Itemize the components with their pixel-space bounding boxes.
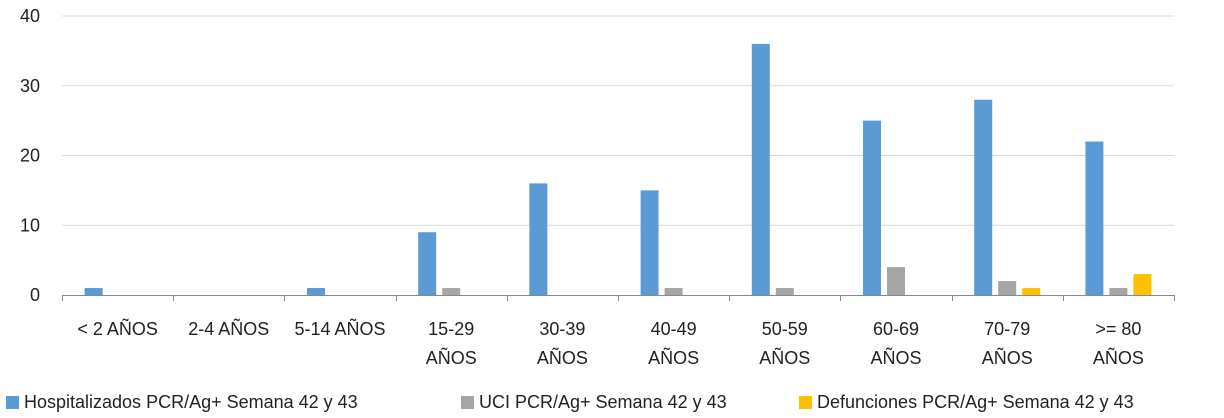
legend-item: UCI PCR/Ag+ Semana 42 y 43 bbox=[461, 392, 727, 413]
x-tick-label: AÑOS bbox=[426, 347, 477, 368]
y-tick-label: 0 bbox=[30, 285, 40, 305]
x-axis-tick-labels: < 2 AÑOS 2-4 AÑOS 5-14 AÑOS 15-29 AÑOS 30-39 A… bbox=[77, 318, 1144, 368]
bar-uci bbox=[998, 281, 1017, 295]
bar-hospitalizados bbox=[863, 120, 881, 295]
x-tick-label: 40-49 bbox=[651, 319, 697, 339]
bar-uci bbox=[775, 288, 794, 295]
bar-hospitalizados bbox=[974, 99, 993, 295]
bar-hospitalizados bbox=[1085, 141, 1104, 295]
legend: Hospitalizados PCR/Ag+ Semana 42 y 43 UCI… bbox=[0, 392, 1224, 416]
legend-label: Defunciones PCR/Ag+ Semana 42 y 43 bbox=[817, 392, 1134, 412]
x-tick-label: 70-79 bbox=[984, 319, 1030, 339]
y-tick-label: 20 bbox=[20, 146, 40, 166]
bars bbox=[84, 43, 1152, 296]
bar-hospitalizados bbox=[751, 43, 770, 296]
x-tick-label: < 2 AÑOS bbox=[77, 318, 158, 339]
x-tick-label: AÑOS bbox=[759, 347, 810, 368]
bar-uci bbox=[887, 267, 905, 295]
x-tick-label: >= 80 bbox=[1095, 319, 1141, 339]
y-tick-label: 40 bbox=[20, 6, 40, 26]
legend-swatch bbox=[6, 396, 19, 409]
x-tick-label: AÑOS bbox=[870, 347, 921, 368]
bar-hospitalizados bbox=[640, 190, 659, 295]
bar-chart: 0 10 20 30 40 < 2 AÑOS 2-4 AÑOS 5-14 AÑOS 15-29… bbox=[20, 6, 1175, 368]
legend-swatch bbox=[461, 396, 474, 409]
x-tick-label: 60-69 bbox=[873, 319, 919, 339]
bar-uci bbox=[1109, 288, 1128, 295]
x-tick-label: AÑOS bbox=[982, 347, 1033, 368]
bar-uci bbox=[664, 288, 683, 295]
x-tick-label: AÑOS bbox=[537, 347, 588, 368]
y-axis-ticks: 0 10 20 30 40 bbox=[20, 6, 40, 305]
legend-label: Hospitalizados PCR/Ag+ Semana 42 y 43 bbox=[24, 392, 358, 412]
bar-hospitalizados bbox=[84, 288, 103, 295]
y-tick-label: 10 bbox=[20, 215, 40, 235]
bar-hospitalizados bbox=[418, 232, 437, 295]
bar-defunciones bbox=[1022, 288, 1041, 295]
gridlines bbox=[62, 15, 1174, 226]
legend-label: UCI PCR/Ag+ Semana 42 y 43 bbox=[479, 392, 727, 412]
x-tick-label: 30-39 bbox=[539, 319, 585, 339]
x-axis bbox=[62, 295, 1175, 301]
y-tick-label: 30 bbox=[20, 76, 40, 96]
bar-hospitalizados bbox=[529, 183, 548, 295]
x-tick-label: AÑOS bbox=[648, 347, 699, 368]
x-tick-label: 15-29 bbox=[428, 319, 474, 339]
bar-defunciones bbox=[1133, 274, 1152, 295]
legend-swatch bbox=[799, 396, 812, 409]
bar-uci bbox=[442, 288, 461, 295]
x-tick-label: 2-4 AÑOS bbox=[188, 318, 269, 339]
x-tick-label: 50-59 bbox=[762, 319, 808, 339]
bar-hospitalizados bbox=[307, 288, 325, 295]
x-tick-label: AÑOS bbox=[1093, 347, 1144, 368]
x-tick-label: 5-14 AÑOS bbox=[294, 318, 385, 339]
legend-item: Defunciones PCR/Ag+ Semana 42 y 43 bbox=[799, 392, 1134, 413]
legend-item: Hospitalizados PCR/Ag+ Semana 42 y 43 bbox=[6, 392, 358, 413]
